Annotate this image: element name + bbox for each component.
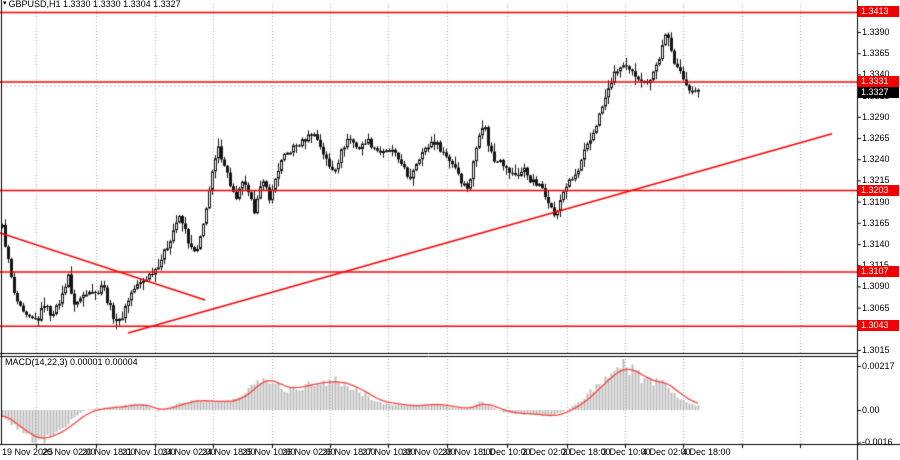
symbol-title: ▾ GBPUSD,H1 1.3330 1.3330 1.3304 1.3327: [3, 0, 181, 9]
symbol-title-text: GBPUSD,H1 1.3330 1.3330 1.3304 1.3327: [8, 0, 181, 9]
symbol-marker-icon: ▾: [3, 0, 7, 7]
macd-indicator-label: MACD(14,22,3) 0.00001 0.00004: [5, 357, 138, 367]
